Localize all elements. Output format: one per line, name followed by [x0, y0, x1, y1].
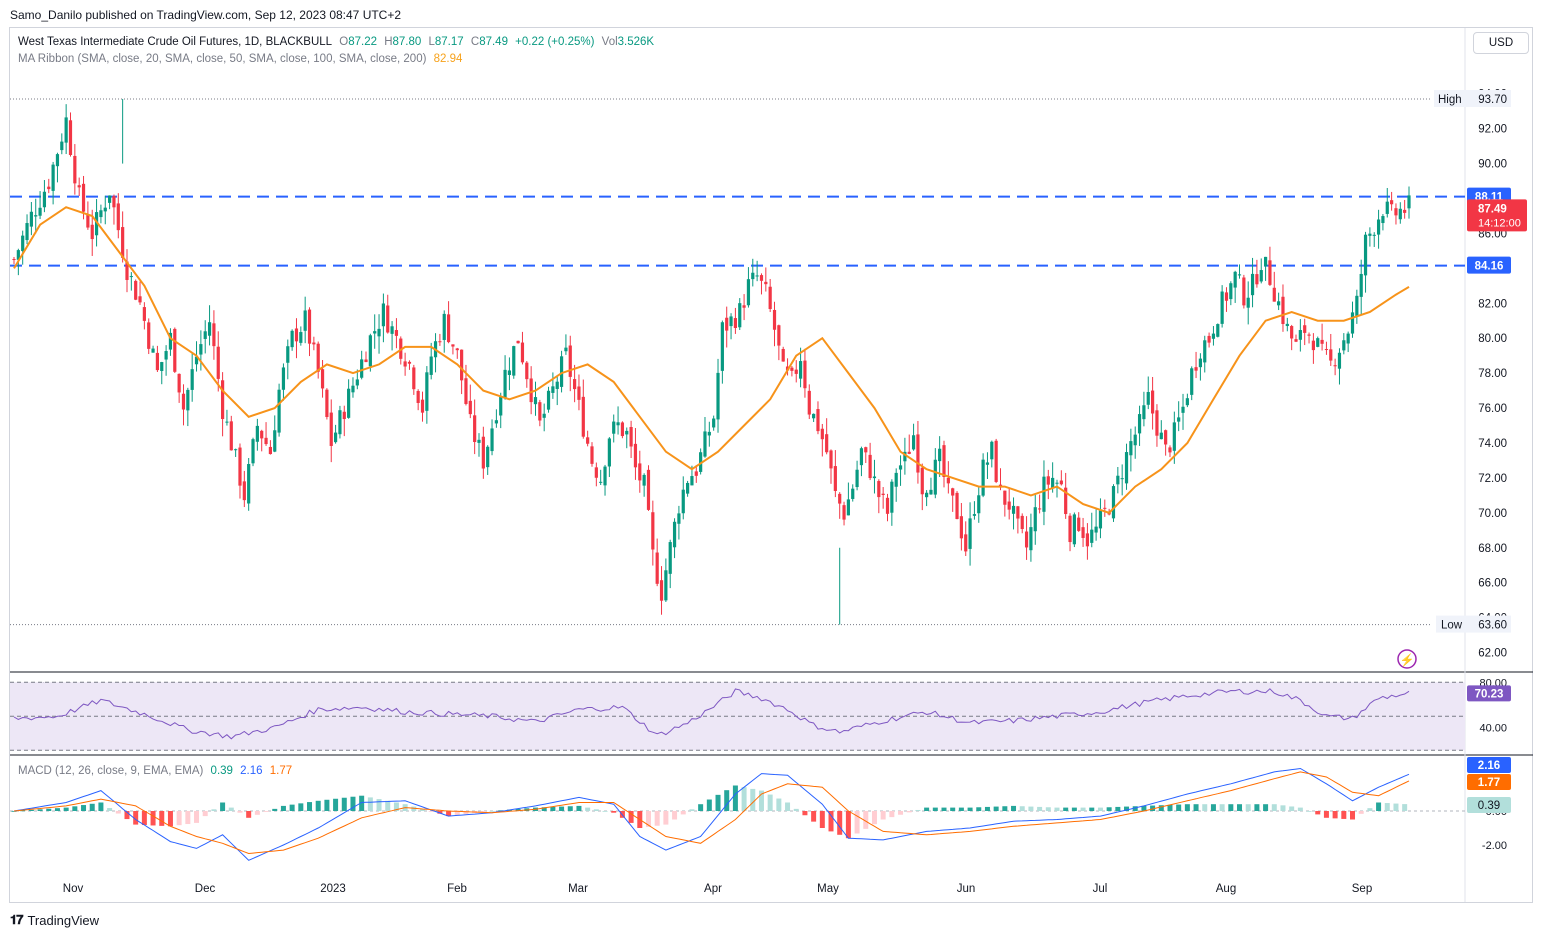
macd-line-value: 2.16 [240, 765, 263, 777]
macd-signal-value: 1.77 [269, 765, 293, 777]
currency-button[interactable]: USD [1473, 32, 1529, 54]
macd-legend: MACD (12, 26, close, 9, EMA, EMA) 0.39 2… [18, 765, 296, 777]
tradingview-logo-icon: 𝟏𝟕 [10, 912, 24, 927]
low-label: L [428, 36, 435, 48]
close-label: C [470, 36, 480, 48]
open-label: O [339, 36, 349, 48]
macd-hist-value: 0.39 [210, 765, 233, 777]
vol-label: Vol [601, 36, 618, 48]
footer-brand-text: TradingView [27, 912, 100, 928]
vol-value: 3.526K [617, 36, 655, 48]
macd-label[interactable]: MACD (12, 26, close, 9, EMA, EMA) [18, 765, 204, 777]
symbol-legend: West Texas Intermediate Crude Oil Future… [18, 36, 658, 48]
chart-frame [9, 27, 1533, 903]
change-value: +0.22 (+0.25%) [515, 36, 595, 48]
close-value: 87.49 [479, 36, 508, 48]
open-value: 87.22 [348, 36, 377, 48]
ma-legend: MA Ribbon (SMA, close, 20, SMA, close, 5… [18, 53, 466, 65]
publisher-line: Samo_Danilo published on TradingView.com… [10, 8, 402, 22]
footer-brand[interactable]: 𝟏𝟕 TradingView [10, 912, 99, 928]
ma-value: 82.94 [433, 53, 463, 65]
rsi-label[interactable]: RSI (14, close, SMA, 20, 2) [18, 682, 158, 694]
high-label: H [384, 36, 393, 48]
rsi-value: 70.23 [164, 682, 194, 694]
rsi-legend: RSI (14, close, SMA, 20, 2) 70.23 [18, 682, 197, 694]
ma-label[interactable]: MA Ribbon (SMA, close, 20, SMA, close, 5… [18, 53, 427, 65]
low-value: 87.17 [434, 36, 464, 48]
symbol-title[interactable]: West Texas Intermediate Crude Oil Future… [18, 36, 333, 48]
high-value: 87.80 [392, 36, 422, 48]
